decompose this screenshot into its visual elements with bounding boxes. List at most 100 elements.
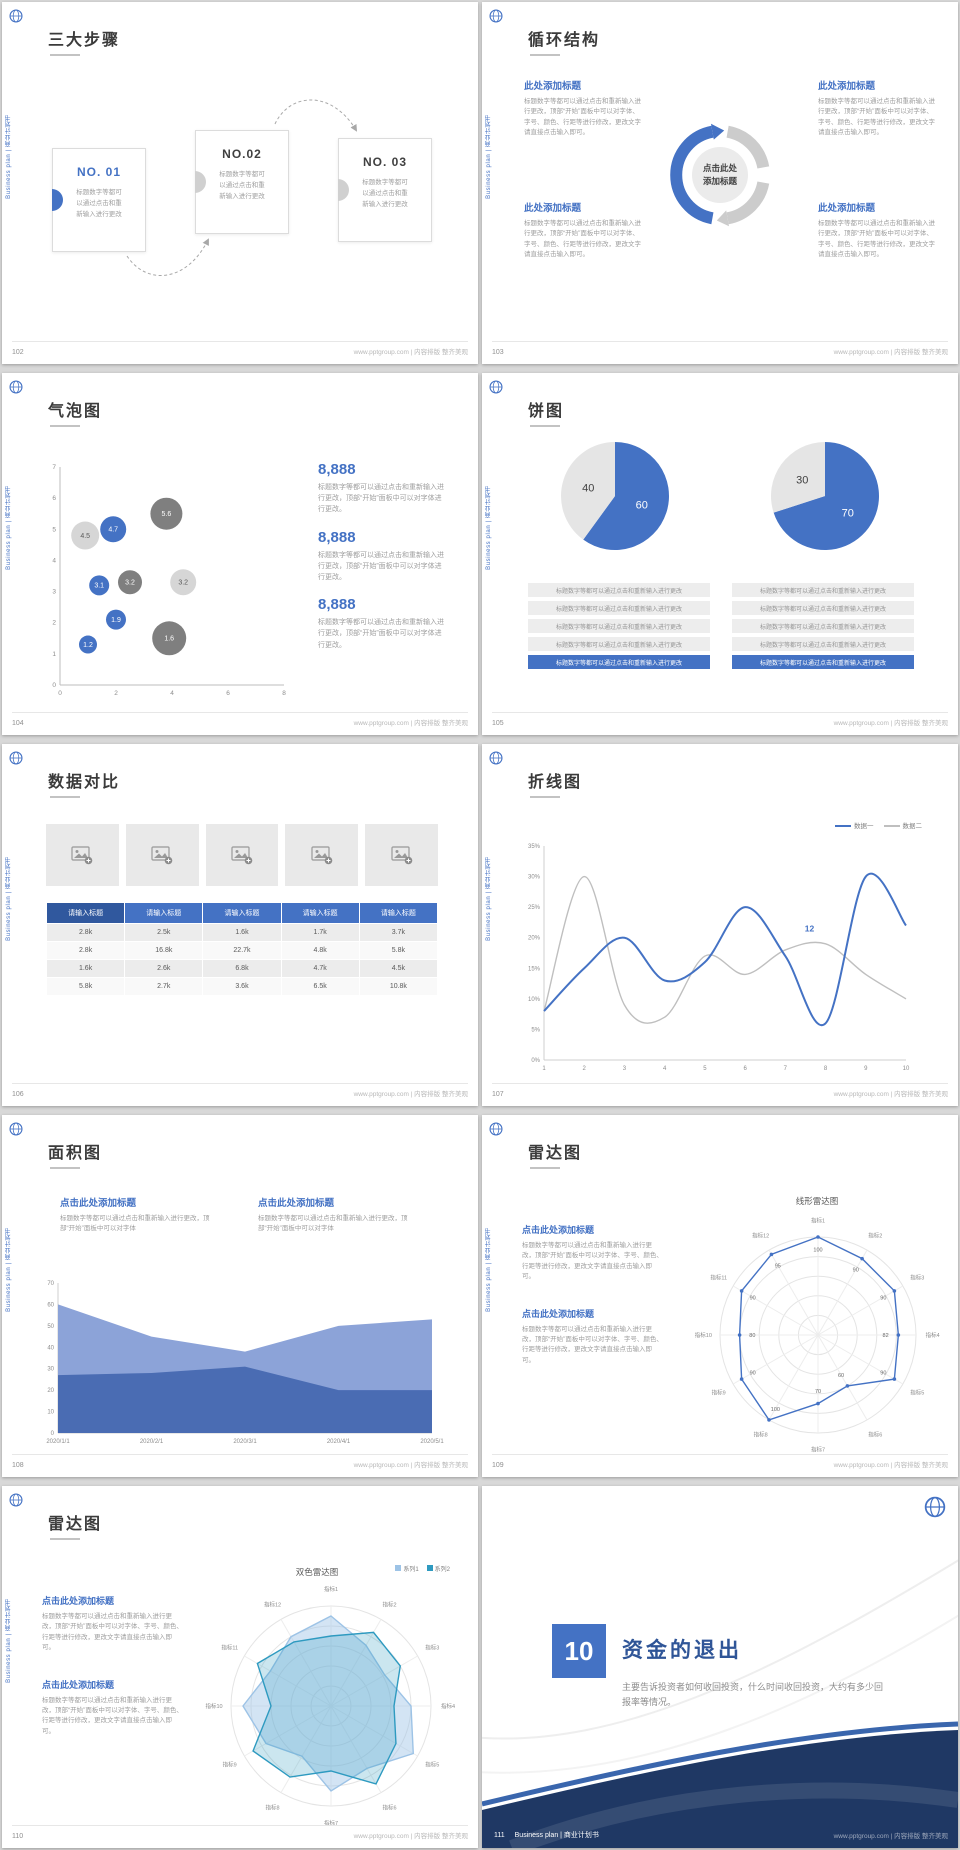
block-paragraph: 标题数字等都可以通过点击和重新输入进行更改，顶部“开始”面板中可以对字体、字号、… xyxy=(42,1613,183,1652)
svg-text:35%: 35% xyxy=(528,844,541,850)
step-box-3: NO. 03 标题数字等都可以通过点击和重新输入进行更改 xyxy=(338,138,432,242)
brand-vertical-text: Business plan | 商业计划书 xyxy=(486,114,492,199)
svg-text:2020/1/1: 2020/1/1 xyxy=(46,1439,70,1445)
block-paragraph: 标题数字等都可以通过点击和重新输入进行更改，顶部“开始”面板中可以对字体、字号、… xyxy=(818,98,935,137)
text-bar: 标题数字等都可以通过点击和重新输入进行更改 xyxy=(732,619,914,633)
svg-text:2020/5/1: 2020/5/1 xyxy=(420,1439,444,1445)
footer-url: www.pptgroup.com | 内容排版 整齐美观 xyxy=(353,1462,468,1469)
block-heading: 此处添加标题 xyxy=(524,203,582,214)
svg-text:95: 95 xyxy=(775,1263,781,1269)
divider-footer: 111 Business plan | 商业计划书 xyxy=(494,1830,599,1840)
svg-text:6: 6 xyxy=(226,690,230,697)
svg-text:指标5: 指标5 xyxy=(425,1761,439,1769)
brand-vertical-text: Business plan | 商业计划书 xyxy=(6,485,12,570)
svg-text:90: 90 xyxy=(750,1371,756,1377)
svg-text:指标4: 指标4 xyxy=(441,1702,455,1710)
legend-item: 数据二 xyxy=(883,820,922,830)
brand-globe-icon xyxy=(9,9,23,23)
cycle-text-block: 此处添加标题 标题数字等都可以通过点击和重新输入进行更改，顶部“开始”面板中可以… xyxy=(524,200,642,261)
page-number: 109 xyxy=(492,1462,504,1469)
pie-chart-left: 60 40 xyxy=(560,441,670,551)
block-paragraph: 标题数字等都可以通过点击和重新输入进行更改，顶部“开始”面板中可以对字体 xyxy=(60,1215,210,1233)
svg-text:6: 6 xyxy=(52,495,56,502)
radar-text-blocks: 点击此处添加标题 标题数字等都可以通过点击和重新输入进行更改，顶部“开始”面板中… xyxy=(42,1594,184,1761)
table-data-cell: 1.6k xyxy=(45,959,126,978)
footer-url: www.pptgroup.com | 内容排版 整齐美观 xyxy=(833,349,948,356)
svg-text:指标3: 指标3 xyxy=(910,1274,924,1282)
slide-104[interactable]: Business plan | 商业计划书 气泡图 0 1 2 3 4 5 6 7 0 2 4 6 8 4… xyxy=(2,373,478,735)
svg-text:7: 7 xyxy=(52,464,56,471)
bubble-chart: 0 1 2 3 4 5 6 7 0 2 4 6 8 4.5 4.7 5.6 3.1 3.2 3.2 1.9 1.2 1.6 xyxy=(44,455,296,701)
table-data-cell: 10.8k xyxy=(358,977,439,996)
slide-109[interactable]: Business plan | 商业计划书 雷达图 线形雷达图 点击此处添加标题… xyxy=(482,1115,958,1477)
slide-110[interactable]: Business plan | 商业计划书 雷达图 双色雷达图 系列1 系列2 … xyxy=(2,1486,478,1848)
slide-title: 数据对比 xyxy=(48,774,121,791)
block-paragraph: 标题数字等都可以通过点击和重新输入进行更改，顶部“开始”面板中可以对字体、字号、… xyxy=(522,1242,663,1281)
svg-text:9: 9 xyxy=(864,1066,868,1072)
step-number: NO. 01 xyxy=(76,165,121,179)
block-heading: 此处添加标题 xyxy=(818,203,876,214)
svg-text:5: 5 xyxy=(52,526,56,533)
title-underline xyxy=(50,1538,80,1540)
svg-text:2: 2 xyxy=(583,1066,587,1072)
svg-text:2020/4/1: 2020/4/1 xyxy=(327,1439,351,1445)
svg-text:5.6: 5.6 xyxy=(162,511,172,518)
block-paragraph: 标题数字等都可以通过点击和重新输入进行更改，顶部“开始”面板中可以对字体、字号、… xyxy=(42,1696,183,1735)
stat-paragraph: 标题数字等都可以通过点击和重新输入进行更改，顶部“开始”面板中可以对字体进行更改… xyxy=(318,619,444,649)
table-data-cell: 5.8k xyxy=(45,977,126,996)
svg-text:1.6: 1.6 xyxy=(164,636,174,643)
svg-text:2: 2 xyxy=(114,690,118,697)
legend-item: 系列1 xyxy=(395,1564,419,1573)
block-heading: 此处添加标题 xyxy=(524,81,582,92)
dashed-arrows xyxy=(126,99,358,277)
title-underline xyxy=(50,796,80,798)
text-bars-right: 标题数字等都可以通过点击和重新输入进行更改 标题数字等都可以通过点击和重新输入进… xyxy=(732,583,914,673)
table-header-cell: 请输入标题 xyxy=(280,902,360,924)
cycle-diagram: 点击此处 添加标题 xyxy=(660,110,780,240)
brand-vertical-text: Business plan | 商业计划书 xyxy=(6,1598,12,1683)
radar-chart: 指标1 指标2 指标3 指标4 指标5 指标6 指标7 指标8 指标9 指标10 指标11 指标12 xyxy=(200,1576,462,1828)
step-halfcircle xyxy=(195,171,206,193)
brand-globe-icon xyxy=(489,751,503,765)
slide-102[interactable]: Business plan | 商业计划书 三大步骤 NO. 01 标题数字等都… xyxy=(2,2,478,364)
footer-divider xyxy=(12,1083,468,1084)
svg-text:指标5: 指标5 xyxy=(910,1388,924,1396)
slide-111[interactable]: 10 资金的退出 主要告诉投资者如何收回投资，什么时间收回投资，大约有多少回报率… xyxy=(482,1486,958,1848)
block-paragraph: 标题数字等都可以通过点击和重新输入进行更改，顶部“开始”面板中可以对字体、字号、… xyxy=(524,98,641,137)
area-header-block: 点击此处添加标题 标题数字等都可以通过点击和重新输入进行更改，顶部“开始”面板中… xyxy=(60,1195,220,1235)
block-heading: 点击此处添加标题 xyxy=(522,1308,595,1319)
table-data-cell: 2.5k xyxy=(124,923,204,942)
svg-text:15%: 15% xyxy=(528,966,541,972)
svg-text:4.7: 4.7 xyxy=(108,527,118,534)
svg-text:指标6: 指标6 xyxy=(868,1430,882,1438)
text-bar: 标题数字等都可以通过点击和重新输入进行更改 xyxy=(732,583,914,597)
title-underline xyxy=(530,1167,560,1169)
slide-title: 折线图 xyxy=(528,774,583,791)
slide-108[interactable]: Business plan | 商业计划书 面积图 点击此处添加标题 标题数字等… xyxy=(2,1115,478,1477)
stat-item: 8,888 标题数字等都可以通过点击和重新输入进行更改，顶部“开始”面板中可以对… xyxy=(318,461,448,516)
image-placeholder-row xyxy=(46,824,438,886)
svg-text:0%: 0% xyxy=(531,1058,540,1064)
text-block: 点击此处添加标题 标题数字等都可以通过点击和重新输入进行更改，顶部“开始”面板中… xyxy=(522,1307,664,1367)
svg-text:1.9: 1.9 xyxy=(111,617,121,624)
footer-url: www.pptgroup.com | 内容排版 整齐美观 xyxy=(353,720,468,727)
brand-globe-icon xyxy=(489,380,503,394)
svg-text:3.2: 3.2 xyxy=(125,580,135,587)
slide-title: 三大步骤 xyxy=(48,32,121,49)
brand-vertical-text: Business plan | 商业计划书 xyxy=(6,114,12,199)
slide-106[interactable]: Business plan | 商业计划书 数据对比 请输入标题 请输入标题 请输入… xyxy=(2,744,478,1106)
svg-text:2020/2/1: 2020/2/1 xyxy=(140,1439,164,1445)
slide-105[interactable]: Business plan | 商业计划书 饼图 60 40 70 30 标题数字等… xyxy=(482,373,958,735)
brand-globe-icon xyxy=(9,380,23,394)
text-bar: 标题数字等都可以通过点击和重新输入进行更改 xyxy=(528,583,710,597)
svg-text:3.2: 3.2 xyxy=(178,580,188,587)
svg-text:指标1: 指标1 xyxy=(811,1216,825,1224)
svg-text:1.2: 1.2 xyxy=(83,642,93,649)
slide-107[interactable]: Business plan | 商业计划书 折线图 数据一 数据二 0% 5% 10… xyxy=(482,744,958,1106)
title-underline xyxy=(530,425,560,427)
block-heading: 点击此处添加标题 xyxy=(42,1596,115,1606)
footer-divider xyxy=(492,1083,948,1084)
svg-text:指标3: 指标3 xyxy=(425,1644,439,1652)
slide-103[interactable]: Business plan | 商业计划书 循环结构 此处添加标题 标题数字等都… xyxy=(482,2,958,364)
footer-url: www.pptgroup.com | 内容排版 整齐美观 xyxy=(353,1833,468,1840)
